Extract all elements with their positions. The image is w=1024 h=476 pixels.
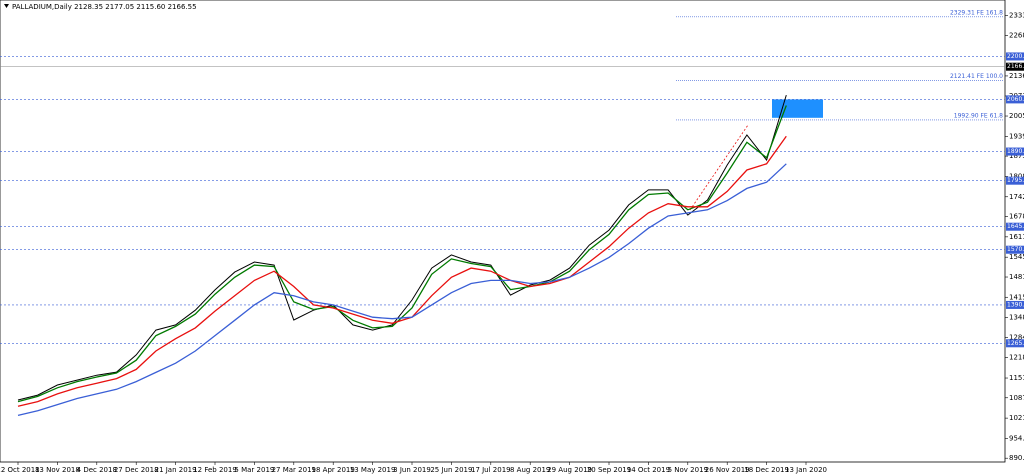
series-line bbox=[17, 163, 787, 417]
y-tick-label: 1939.55 bbox=[1009, 132, 1024, 140]
y-tick-label: 2136.50 bbox=[1009, 72, 1024, 80]
level-label: 2200.00 bbox=[1007, 53, 1024, 60]
y-tick-label: 1742.60 bbox=[1009, 193, 1024, 201]
y-tick-label: 1087.40 bbox=[1009, 394, 1024, 402]
x-tick-label: 13 Jan 2020 bbox=[785, 466, 827, 474]
fibo-label: 2121.41 FE 100.0 bbox=[950, 73, 1003, 80]
y-tick-label: 890.40 bbox=[1009, 454, 1024, 462]
series-line bbox=[17, 105, 787, 403]
zone bbox=[772, 99, 823, 118]
x-tick-label: 27 Mar 2019 bbox=[272, 466, 316, 474]
y-tick-label: 1875.20 bbox=[1009, 152, 1024, 160]
x-tick-label: 18 Dec 2019 bbox=[744, 466, 789, 474]
x-tick-label: 8 Aug 2019 bbox=[510, 466, 550, 474]
x-tick-label: 25 Jun 2019 bbox=[430, 466, 472, 474]
y-tick-label: 1808.90 bbox=[1009, 172, 1024, 180]
x-tick-label: 13 May 2019 bbox=[350, 466, 396, 474]
series-line bbox=[17, 135, 787, 407]
y-tick-label: 1545.65 bbox=[1009, 253, 1024, 261]
level-box bbox=[1006, 245, 1024, 254]
x-tick-label: 22 Oct 2018 bbox=[0, 466, 40, 474]
level-label: 1265.00 bbox=[1007, 340, 1024, 347]
menu-arrow[interactable] bbox=[4, 4, 9, 8]
fibo-label: 1992.90 FE 61.8 bbox=[954, 112, 1003, 119]
x-tick-label: 18 Apr 2019 bbox=[312, 466, 355, 474]
price-box bbox=[1006, 62, 1024, 71]
level-label: 1645.00 bbox=[1007, 223, 1024, 230]
x-tick-label: 14 Oct 2019 bbox=[627, 466, 670, 474]
level-box bbox=[1006, 300, 1024, 309]
plot-frame bbox=[0, 0, 1006, 463]
y-tick-label: 1678.25 bbox=[1009, 213, 1024, 221]
x-tick-label: 17 Jul 2019 bbox=[471, 466, 511, 474]
x-tick-label: 20 Sep 2019 bbox=[587, 466, 631, 474]
x-tick-label: 3 Jun 2019 bbox=[393, 466, 431, 474]
x-tick-label: 26 Nov 2019 bbox=[705, 466, 750, 474]
series-line bbox=[17, 94, 787, 401]
y-tick-label: 1415.00 bbox=[1009, 293, 1024, 301]
level-box bbox=[1006, 176, 1024, 185]
y-tick-label: 2333.45 bbox=[1009, 12, 1024, 20]
x-tick-label: 12 Feb 2019 bbox=[193, 466, 237, 474]
y-tick-label: 954.75 bbox=[1009, 434, 1024, 442]
trend-line bbox=[689, 124, 749, 211]
price-label: 2166.55 bbox=[1007, 63, 1024, 70]
level-box bbox=[1006, 95, 1024, 104]
y-tick-label: 2268.1 bbox=[1009, 32, 1024, 40]
y-tick-label: 1021.05 bbox=[1009, 414, 1024, 422]
x-tick-label: 4 Dec 2018 bbox=[77, 466, 117, 474]
level-label: 1390.00 bbox=[1007, 301, 1024, 308]
y-tick-label: 1218.05 bbox=[1009, 354, 1024, 362]
level-box bbox=[1006, 339, 1024, 348]
fibo-label: 2329.31 FE 161.8 bbox=[950, 9, 1003, 16]
y-tick-label: 2005.8 bbox=[1009, 112, 1024, 120]
x-tick-label: 5 Nov 2019 bbox=[668, 466, 708, 474]
x-tick-label: 29 Aug 2019 bbox=[547, 466, 592, 474]
x-tick-label: 21 Jan 2019 bbox=[155, 466, 197, 474]
x-tick-label: 27 Dec 2018 bbox=[114, 466, 159, 474]
level-box bbox=[1006, 147, 1024, 156]
level-box bbox=[1006, 222, 1024, 231]
level-label: 2060.00 bbox=[1007, 96, 1024, 103]
y-tick-label: 1348.70 bbox=[1009, 314, 1024, 322]
level-label: 1890.00 bbox=[1007, 148, 1024, 155]
x-tick-label: 5 Mar 2019 bbox=[234, 466, 274, 474]
level-label: 1570.00 bbox=[1007, 246, 1024, 253]
y-tick-label: 1284.35 bbox=[1009, 333, 1024, 341]
level-label: 1795.00 bbox=[1007, 177, 1024, 184]
x-tick-label: 13 Nov 2018 bbox=[35, 466, 80, 474]
chart-title: PALLADIUM,Daily 2128.35 2177.05 2115.60 … bbox=[12, 3, 197, 11]
level-box bbox=[1006, 52, 1024, 61]
